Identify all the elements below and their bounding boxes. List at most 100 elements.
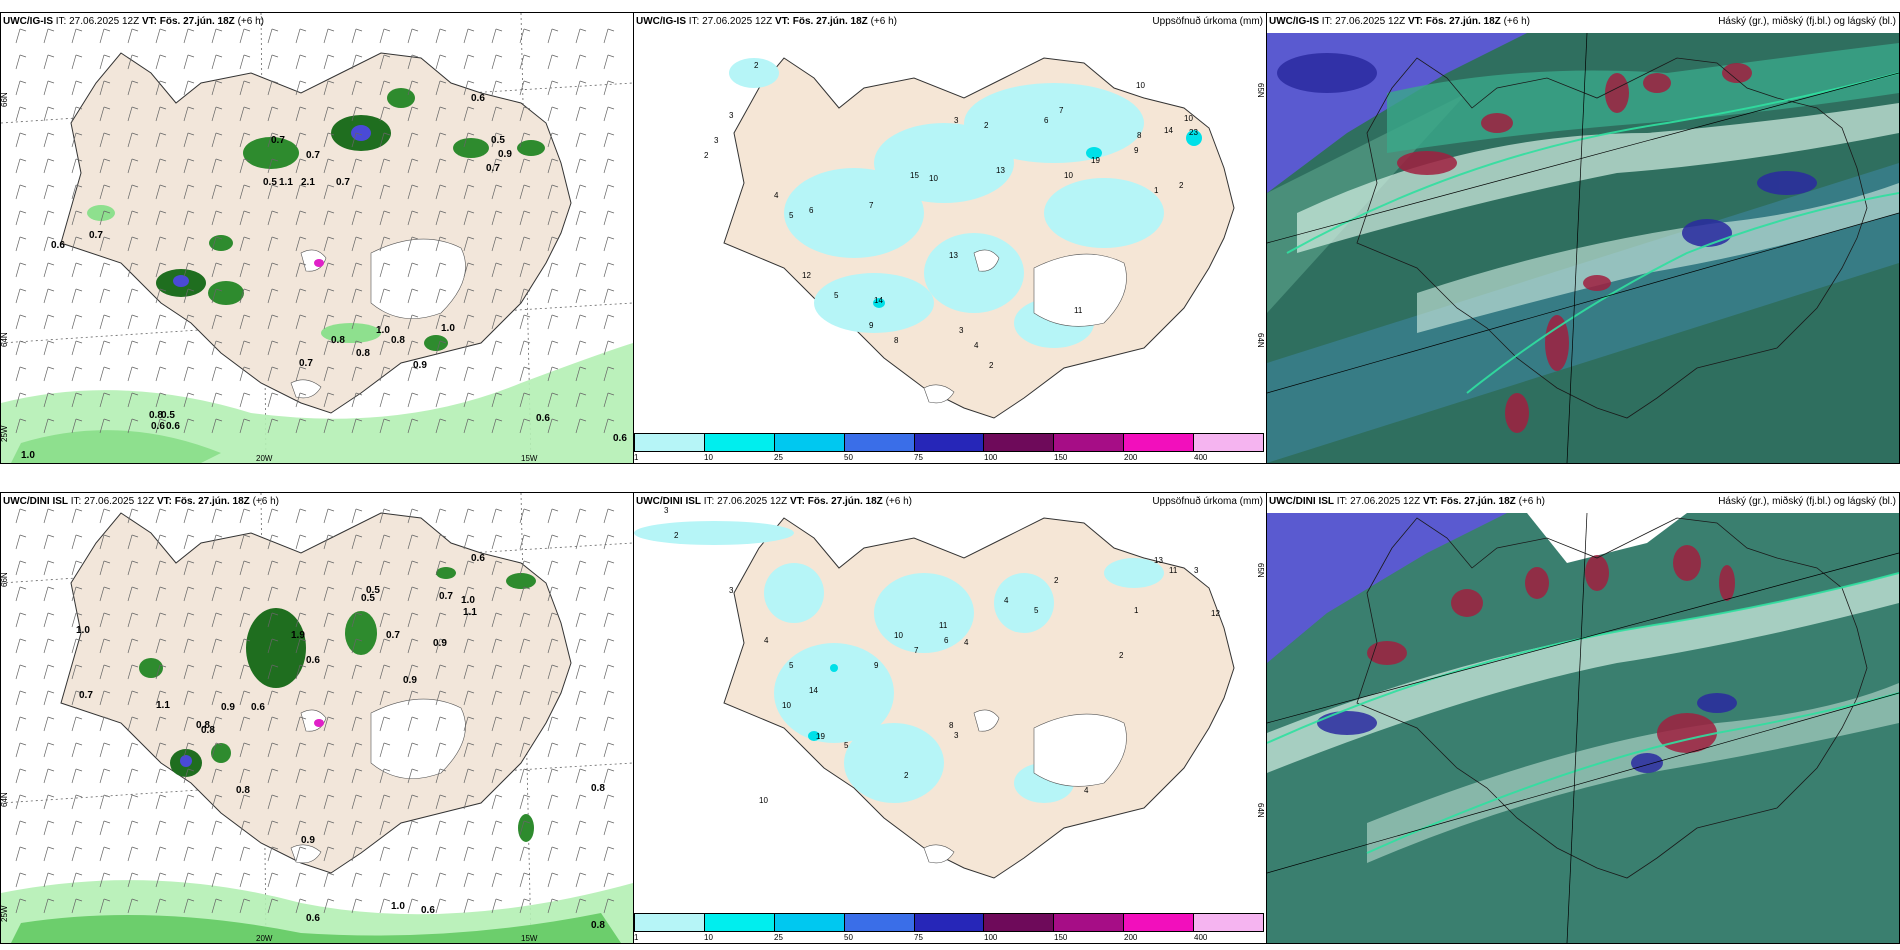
- lat-label: 65N: [1256, 563, 1265, 578]
- lat-label: 64N: [1256, 803, 1265, 818]
- precip-label: 6: [944, 636, 949, 645]
- precip-label: 0.8: [356, 348, 370, 359]
- colorbar-tick: 1: [634, 933, 639, 942]
- precip-label: 0.8: [149, 410, 163, 421]
- panel-title: Háský (gr.), miðský (fj.bl.) og lágský (…: [1718, 496, 1896, 507]
- precip-label: 0.8: [201, 725, 215, 736]
- colorbar-cell: [635, 434, 705, 451]
- colorbar-tick: 50: [844, 453, 853, 462]
- panel-top-left: UWC/IG-IS IT: 27.06.2025 12Z VT: Fös. 27…: [0, 12, 634, 464]
- precip-label: 5: [1034, 606, 1039, 615]
- precip-label: 15: [910, 171, 919, 180]
- wind-precip-map: 0.6 0.7 0.5 0.7 1.1 2.1 0.7 0.5 0.7 0.9 …: [1, 13, 633, 463]
- panel-title: Uppsöfnuð úrkoma (mm): [1152, 496, 1263, 507]
- precip-label: 10: [894, 631, 903, 640]
- precip-label: 1.1: [463, 607, 477, 618]
- precip-label: 9: [874, 661, 879, 670]
- precip-label: 3: [729, 586, 734, 595]
- precip-label: 0.7: [486, 163, 500, 174]
- precip-label: 4: [774, 191, 779, 200]
- precip-label: 0.6: [51, 240, 65, 251]
- lon-label: 25W: [1, 905, 9, 922]
- precip-label: 13: [1154, 556, 1163, 565]
- lat-label: 64N: [1, 332, 9, 347]
- precip-label: 2: [704, 151, 709, 160]
- precip-label: 0.8: [236, 785, 250, 796]
- lon-label: 15W: [521, 454, 538, 463]
- colorbar-cell: [844, 434, 915, 451]
- precip-label: 2: [904, 771, 909, 780]
- precip-colorbar: 1 10 25 50 75 100 150 200 400: [634, 433, 1264, 463]
- panel-header: UWC/DINI ISL IT: 27.06.2025 12Z VT: Fös.…: [636, 496, 912, 507]
- panel-top-mid: UWC/IG-IS IT: 27.06.2025 12Z VT: Fös. 27…: [633, 12, 1267, 464]
- precip-label: 2: [1054, 576, 1059, 585]
- precip-label: 10: [1136, 81, 1145, 90]
- precip-label: 0.6: [613, 433, 627, 444]
- precip-label: 4: [1004, 596, 1009, 605]
- precip-label: 14: [1164, 126, 1173, 135]
- colorbar-tick: 200: [1124, 933, 1138, 942]
- panel-bottom-left: UWC/DINI ISL IT: 27.06.2025 12Z VT: Fös.…: [0, 492, 634, 944]
- panel-header: UWC/IG-IS IT: 27.06.2025 12Z VT: Fös. 27…: [636, 16, 897, 27]
- panel-top-right: UWC/IG-IS IT: 27.06.2025 12Z VT: Fös. 27…: [1266, 12, 1900, 464]
- precip-label: 2: [674, 531, 679, 540]
- precip-label: 0.7: [79, 690, 93, 701]
- precip-label: 5: [844, 741, 849, 750]
- colorbar-tick: 100: [984, 933, 998, 942]
- colorbar-cell: [774, 434, 845, 451]
- lat-label: 64N: [1256, 333, 1265, 348]
- precip-label: 0.8: [391, 335, 405, 346]
- precip-map: 65N 64N 3 2 3 4 5 14 10 9 10 19 7 6 4 5 …: [634, 506, 1265, 879]
- precip-label: 10: [1064, 171, 1073, 180]
- colorbar-cell: [704, 434, 775, 451]
- precip-label: 6: [809, 206, 814, 215]
- precip-label: 13: [949, 251, 958, 260]
- colorbar-cell: [1054, 914, 1125, 931]
- precip-map: 65N 64N 2 3 2 3 4 5 6 7 12 5 14 9 8 15 1…: [704, 57, 1265, 419]
- lon-label: 20W: [256, 934, 273, 943]
- colorbar-tick: 75: [914, 933, 923, 942]
- lon-label: 20W: [256, 454, 273, 463]
- colorbar-tick: 400: [1194, 933, 1208, 942]
- precip-label: 0.8: [591, 920, 605, 931]
- precip-label: 14: [809, 686, 818, 695]
- colorbar-cell: [1054, 434, 1125, 451]
- precip-label: 11: [1074, 306, 1083, 315]
- precip-label: 5: [789, 211, 794, 220]
- precip-label: 4: [974, 341, 979, 350]
- precip-label: 2: [989, 361, 994, 370]
- precip-label: 0.5: [161, 410, 175, 421]
- precip-label: 1.9: [291, 630, 305, 641]
- colorbar-cell: [1194, 914, 1264, 931]
- precip-label: 0.5: [491, 135, 505, 146]
- precip-label: 0.8: [331, 335, 345, 346]
- colorbar-tick: 150: [1054, 933, 1068, 942]
- colorbar-cell: [1194, 434, 1264, 451]
- precip-label: 0.6: [306, 913, 320, 924]
- precip-label: 8: [894, 336, 899, 345]
- precip-value-labels: 0.6 0.7 0.5 0.7 1.1 2.1 0.7 0.5 0.7 0.9 …: [21, 93, 627, 461]
- precip-label: 10: [929, 174, 938, 183]
- panel-header: UWC/DINI ISL IT: 27.06.2025 12Z VT: Fös.…: [3, 496, 279, 507]
- precip-label: 0.7: [271, 135, 285, 146]
- precip-label: 2: [754, 61, 759, 70]
- precip-label: 1.0: [76, 625, 90, 636]
- colorbar-tick: 150: [1054, 453, 1068, 462]
- precip-label: 0.7: [306, 150, 320, 161]
- precip-label: 12: [1211, 609, 1220, 618]
- colorbar-cell: [1124, 914, 1195, 931]
- precip-label: 2: [1179, 181, 1184, 190]
- panel-bottom-right: UWC/DINI ISL IT: 27.06.2025 12Z VT: Fös.…: [1266, 492, 1900, 944]
- precip-label: 12: [802, 271, 811, 280]
- precip-label: 1.0: [461, 595, 475, 606]
- precip-label: 10: [759, 796, 768, 805]
- precip-label: 0.9: [403, 675, 417, 686]
- precip-label: 2: [1119, 651, 1124, 660]
- wind-precip-map: 0.6 1.0 0.7 1.1 0.9 0.6 0.8 1.9 0.6 0.7 …: [1, 493, 633, 943]
- colorbar-cell: [914, 914, 985, 931]
- precip-label: 6: [1044, 116, 1049, 125]
- precip-label: 1.1: [279, 177, 293, 188]
- precip-label: 19: [1091, 156, 1100, 165]
- precip-label: 0.6: [421, 905, 435, 916]
- precip-label: 3: [729, 111, 734, 120]
